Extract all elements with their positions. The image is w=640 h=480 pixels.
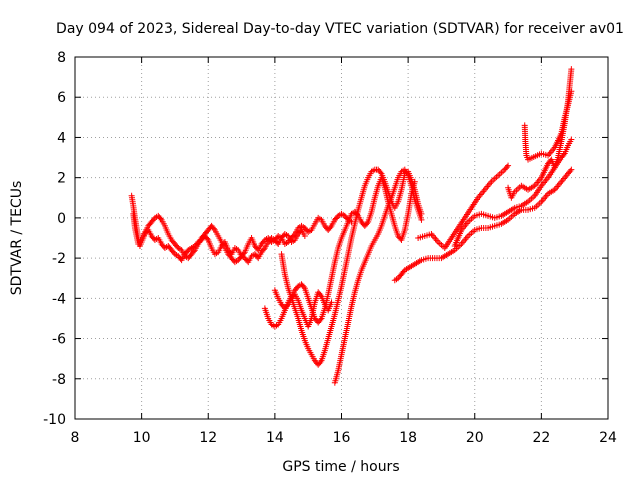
data-point [568,166,575,173]
data-point [317,291,324,298]
data-point [568,88,575,95]
data-point [317,316,324,323]
x-tick-label: 8 [71,430,80,446]
data-point [327,224,334,231]
data-point [300,283,307,290]
y-tick-label: -10 [43,412,66,428]
y-tick-label: 6 [57,90,66,106]
x-axis-label: GPS time / hours [282,459,399,475]
data-point [503,163,510,170]
y-tick-label: -6 [52,332,66,348]
data-point [157,215,164,222]
data-points [128,66,575,386]
x-tick-label: 24 [599,430,617,446]
data-point [190,248,197,255]
data-point [284,302,291,309]
data-point [568,136,575,143]
data-point [328,299,335,306]
plot-frame [74,56,609,420]
data-point [505,162,512,169]
x-tick-label: 16 [333,430,351,446]
y-tick-label: -8 [52,372,66,388]
data-point [210,225,217,232]
x-tick-label: 14 [266,430,284,446]
x-tick-label: 10 [133,430,151,446]
data-point [418,216,425,223]
data-point [568,66,575,73]
y-tick-label: -4 [52,291,66,307]
data-point [260,246,267,253]
data-point [567,167,574,174]
data-point [377,169,384,176]
y-tick-label: 8 [57,50,66,66]
y-tick-label: 4 [57,130,66,146]
y-tick-label: 2 [57,171,66,187]
data-point [301,232,308,239]
chart-title: Day 094 of 2023, Sidereal Day-to-day VTE… [56,21,624,37]
y-tick-label: -2 [52,251,66,267]
x-tick-label: 22 [532,430,550,446]
data-point [317,359,324,366]
data-point [204,235,211,242]
y-tick-label: 0 [57,211,66,227]
data-point [364,220,371,227]
data-point [560,151,567,158]
x-tick-label: 18 [399,430,417,446]
x-tick-label: 12 [199,430,217,446]
x-tick-label: 20 [466,430,484,446]
y-axis-label: SDTVAR / TECUs [9,181,25,296]
